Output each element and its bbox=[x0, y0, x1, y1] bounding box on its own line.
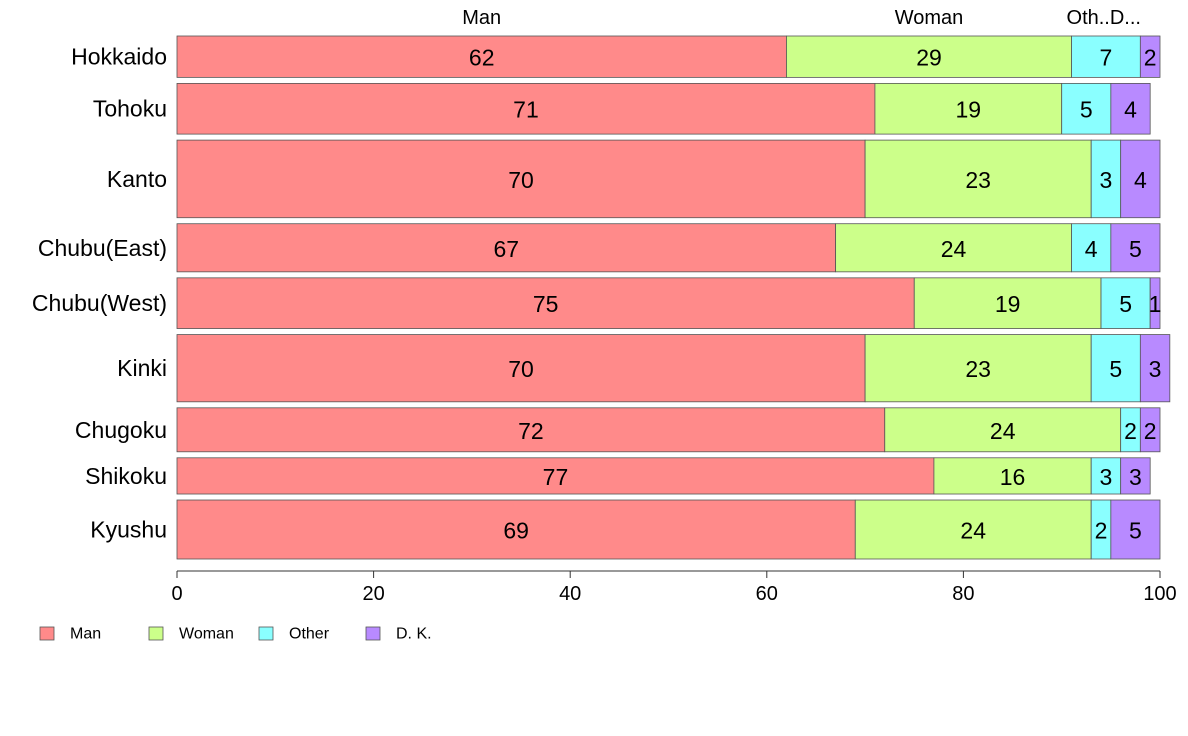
data-label: 5 bbox=[1080, 97, 1093, 123]
x-tick-label: 60 bbox=[756, 583, 778, 605]
category-label: Kanto bbox=[107, 166, 167, 192]
bar-segment bbox=[1110, 223, 1161, 273]
data-label: 2 bbox=[1144, 45, 1157, 71]
data-label: 24 bbox=[960, 518, 986, 544]
data-label: 72 bbox=[518, 418, 544, 444]
data-label: 2 bbox=[1095, 518, 1108, 544]
bar-segment bbox=[176, 457, 935, 495]
data-label: 24 bbox=[941, 236, 967, 262]
legend-label: Other bbox=[289, 626, 330, 643]
data-label: 77 bbox=[543, 464, 569, 490]
bar-segment bbox=[854, 499, 1092, 560]
category-label: Tohoku bbox=[93, 96, 167, 122]
category-label: Chubu(West) bbox=[32, 290, 167, 316]
bar-segment bbox=[913, 277, 1102, 329]
bar-segment bbox=[1071, 223, 1112, 273]
data-label: 2 bbox=[1124, 418, 1137, 444]
bar-segment bbox=[176, 139, 866, 219]
bar-segment bbox=[1120, 139, 1161, 219]
data-label: 5 bbox=[1129, 518, 1142, 544]
bar-segment bbox=[176, 277, 915, 329]
legend-swatch bbox=[148, 626, 164, 641]
data-label: 3 bbox=[1129, 464, 1142, 490]
category-label: Kinki bbox=[117, 355, 167, 381]
bar-segment bbox=[176, 334, 866, 403]
data-label: 23 bbox=[965, 356, 991, 382]
category-label: Chugoku bbox=[75, 417, 167, 443]
data-label: 70 bbox=[508, 356, 534, 382]
x-tick-label: 40 bbox=[559, 583, 581, 605]
legend-swatch bbox=[365, 626, 381, 641]
bar-segment bbox=[176, 35, 787, 78]
bar-segment bbox=[1061, 82, 1112, 135]
legend-label: Woman bbox=[179, 626, 234, 643]
data-label: 3 bbox=[1149, 356, 1162, 382]
x-tick-label: 100 bbox=[1143, 583, 1176, 605]
legend-label: Man bbox=[70, 626, 101, 643]
bar-segment bbox=[835, 223, 1072, 273]
data-label: 16 bbox=[1000, 464, 1026, 490]
data-label: 71 bbox=[513, 97, 539, 123]
category-label: Shikoku bbox=[85, 463, 167, 489]
data-label: 7 bbox=[1100, 45, 1113, 71]
legend-swatch bbox=[258, 626, 274, 641]
category-label: Hokkaido bbox=[71, 44, 167, 70]
legend-swatch bbox=[39, 626, 55, 641]
data-label: 29 bbox=[916, 45, 942, 71]
data-label: 3 bbox=[1100, 464, 1113, 490]
bar-segment bbox=[874, 82, 1063, 135]
x-tick-label: 80 bbox=[952, 583, 974, 605]
top-series-label: Oth..D... bbox=[1067, 7, 1141, 29]
bar-segment bbox=[1110, 82, 1151, 135]
top-series-label: Man bbox=[462, 7, 501, 29]
bar-segment bbox=[884, 407, 1122, 453]
bar-segment bbox=[864, 334, 1092, 403]
data-label: 19 bbox=[956, 97, 982, 123]
category-label: Chubu(East) bbox=[38, 235, 167, 261]
legend-label: D. K. bbox=[396, 626, 432, 643]
category-label: Kyushu bbox=[90, 517, 167, 543]
data-label: 62 bbox=[469, 45, 495, 71]
data-label: 4 bbox=[1134, 167, 1147, 193]
data-label: 1 bbox=[1149, 291, 1162, 317]
bar-segment bbox=[176, 82, 876, 135]
data-label: 2 bbox=[1144, 418, 1157, 444]
data-label: 67 bbox=[494, 236, 520, 262]
bar-segment bbox=[176, 223, 837, 273]
bar-segment bbox=[1139, 35, 1161, 78]
bar-segment bbox=[1110, 499, 1161, 560]
bar-segment bbox=[1149, 277, 1161, 329]
data-label: 4 bbox=[1124, 97, 1137, 123]
data-label: 23 bbox=[965, 167, 991, 193]
bar-segment bbox=[1139, 334, 1171, 403]
top-series-label: Woman bbox=[895, 7, 964, 29]
x-tick-label: 0 bbox=[171, 583, 182, 605]
bar-segment bbox=[176, 499, 856, 560]
data-label: 19 bbox=[995, 291, 1021, 317]
data-label: 75 bbox=[533, 291, 559, 317]
data-label: 5 bbox=[1129, 236, 1142, 262]
bar-segment bbox=[1120, 457, 1151, 495]
data-label: 5 bbox=[1119, 291, 1132, 317]
bar-segment bbox=[786, 35, 1072, 78]
bar-segment bbox=[176, 407, 886, 453]
bar-segment bbox=[1100, 277, 1151, 329]
x-tick-label: 20 bbox=[362, 583, 384, 605]
data-label: 4 bbox=[1085, 236, 1098, 262]
data-label: 3 bbox=[1100, 167, 1113, 193]
data-label: 69 bbox=[503, 518, 529, 544]
data-label: 70 bbox=[508, 167, 534, 193]
data-label: 24 bbox=[990, 418, 1016, 444]
data-label: 5 bbox=[1109, 356, 1122, 382]
bar-segment bbox=[1071, 35, 1141, 78]
bar-segment bbox=[1090, 139, 1122, 219]
bar-segment bbox=[1139, 407, 1161, 453]
bar-segment bbox=[864, 139, 1092, 219]
